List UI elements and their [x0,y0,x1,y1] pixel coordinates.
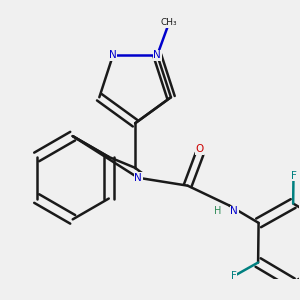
Text: O: O [195,144,204,154]
Text: F: F [231,271,237,281]
Text: CH₃: CH₃ [161,18,177,27]
Text: F: F [291,171,296,181]
Text: N: N [153,50,161,60]
Text: N: N [134,173,142,183]
Text: N: N [230,206,238,216]
Text: N: N [109,50,117,60]
Text: H: H [214,206,221,216]
